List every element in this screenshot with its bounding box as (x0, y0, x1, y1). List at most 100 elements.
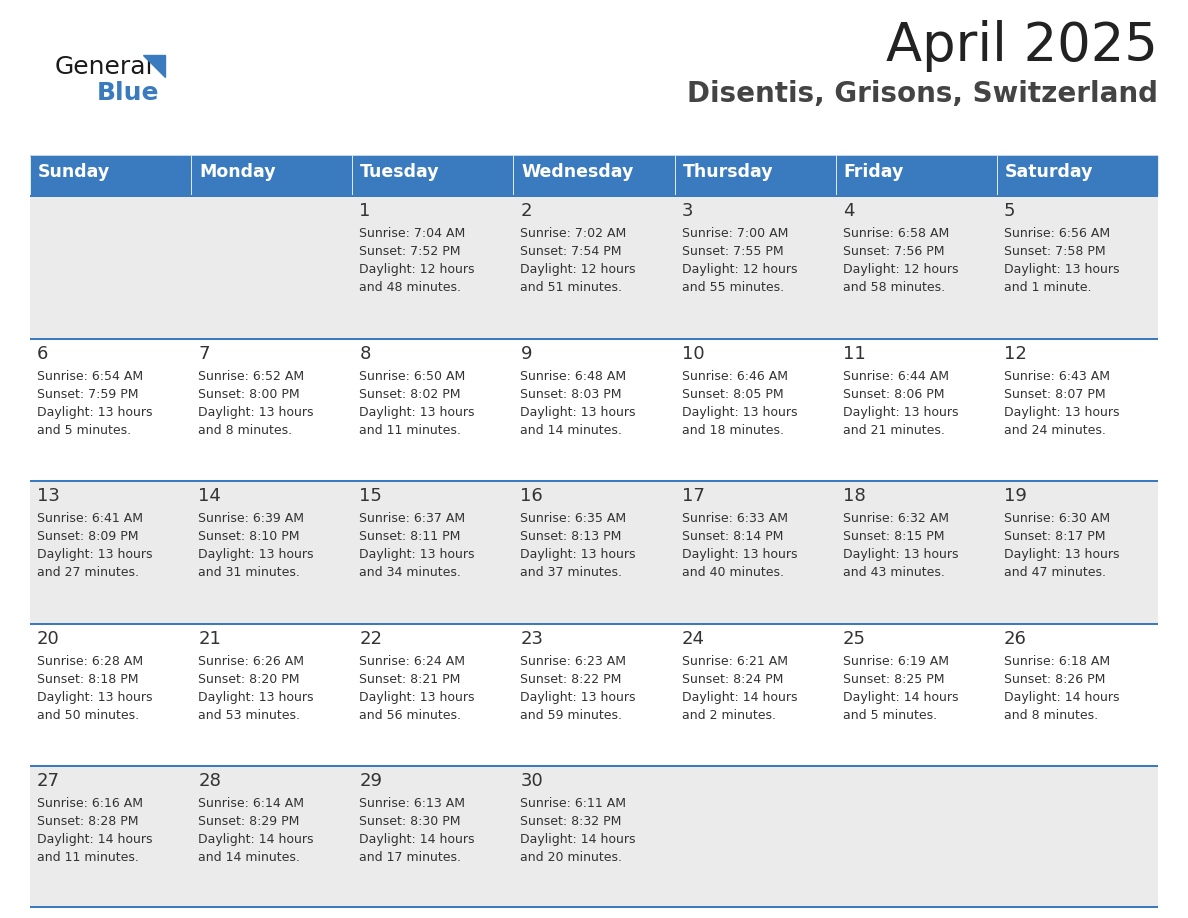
Text: 17: 17 (682, 487, 704, 505)
Text: Sunrise: 6:19 AM: Sunrise: 6:19 AM (842, 655, 949, 667)
Text: Daylight: 13 hours: Daylight: 13 hours (520, 548, 636, 561)
Bar (30, 195, 1158, 338)
Text: and 48 minutes.: and 48 minutes. (359, 281, 461, 294)
Text: 1: 1 (359, 202, 371, 220)
Text: Daylight: 13 hours: Daylight: 13 hours (359, 548, 475, 561)
Text: and 17 minutes.: and 17 minutes. (359, 851, 461, 865)
Text: Daylight: 13 hours: Daylight: 13 hours (842, 406, 959, 419)
Text: and 27 minutes.: and 27 minutes. (37, 566, 139, 579)
Text: Daylight: 13 hours: Daylight: 13 hours (842, 548, 959, 561)
Text: General: General (55, 55, 153, 79)
Text: Sunday: Sunday (38, 163, 110, 181)
Text: Sunset: 7:54 PM: Sunset: 7:54 PM (520, 245, 623, 258)
Text: Sunset: 7:59 PM: Sunset: 7:59 PM (37, 387, 139, 400)
Text: and 50 minutes.: and 50 minutes. (37, 709, 139, 722)
Text: Daylight: 12 hours: Daylight: 12 hours (682, 263, 797, 276)
Text: Sunrise: 6:35 AM: Sunrise: 6:35 AM (520, 512, 626, 525)
Text: Sunset: 8:13 PM: Sunset: 8:13 PM (520, 531, 621, 543)
Text: Sunset: 8:05 PM: Sunset: 8:05 PM (682, 387, 783, 400)
Text: Sunset: 8:06 PM: Sunset: 8:06 PM (842, 387, 944, 400)
Bar (30, 766, 1158, 908)
Text: Sunrise: 6:33 AM: Sunrise: 6:33 AM (682, 512, 788, 525)
Text: Sunrise: 6:56 AM: Sunrise: 6:56 AM (1004, 227, 1110, 240)
Bar (30, 906, 1158, 908)
Text: Friday: Friday (843, 163, 904, 181)
Text: Sunset: 8:10 PM: Sunset: 8:10 PM (198, 531, 299, 543)
Text: Sunset: 8:15 PM: Sunset: 8:15 PM (842, 531, 944, 543)
Text: Sunset: 8:07 PM: Sunset: 8:07 PM (1004, 387, 1106, 400)
Text: Daylight: 13 hours: Daylight: 13 hours (682, 406, 797, 419)
Text: Sunrise: 6:54 AM: Sunrise: 6:54 AM (37, 370, 143, 383)
Text: Sunset: 8:24 PM: Sunset: 8:24 PM (682, 673, 783, 686)
Text: and 14 minutes.: and 14 minutes. (520, 423, 623, 437)
Text: Daylight: 13 hours: Daylight: 13 hours (520, 406, 636, 419)
Text: Sunset: 8:17 PM: Sunset: 8:17 PM (1004, 531, 1105, 543)
Text: Sunrise: 6:39 AM: Sunrise: 6:39 AM (198, 512, 304, 525)
Text: Daylight: 13 hours: Daylight: 13 hours (37, 548, 152, 561)
Text: Sunrise: 6:44 AM: Sunrise: 6:44 AM (842, 370, 949, 383)
Text: Sunrise: 6:16 AM: Sunrise: 6:16 AM (37, 798, 143, 811)
Text: 4: 4 (842, 202, 854, 220)
Text: and 2 minutes.: and 2 minutes. (682, 709, 776, 722)
Bar (191, 155, 353, 195)
Text: 2: 2 (520, 202, 532, 220)
Text: Sunset: 7:52 PM: Sunset: 7:52 PM (359, 245, 461, 258)
Text: Saturday: Saturday (1005, 163, 1093, 181)
Text: Sunrise: 7:04 AM: Sunrise: 7:04 AM (359, 227, 466, 240)
Text: 28: 28 (198, 772, 221, 790)
Text: 26: 26 (1004, 630, 1026, 648)
Text: Sunset: 8:11 PM: Sunset: 8:11 PM (359, 531, 461, 543)
Text: Sunrise: 6:21 AM: Sunrise: 6:21 AM (682, 655, 788, 667)
Text: Sunrise: 6:24 AM: Sunrise: 6:24 AM (359, 655, 466, 667)
Text: Wednesday: Wednesday (522, 163, 634, 181)
Bar (353, 155, 513, 195)
Text: and 58 minutes.: and 58 minutes. (842, 281, 944, 294)
Text: Sunset: 8:03 PM: Sunset: 8:03 PM (520, 387, 623, 400)
Text: 29: 29 (359, 772, 383, 790)
Text: Daylight: 14 hours: Daylight: 14 hours (842, 691, 959, 704)
Text: and 20 minutes.: and 20 minutes. (520, 851, 623, 865)
Bar (30, 195, 1158, 197)
Text: Daylight: 13 hours: Daylight: 13 hours (1004, 548, 1119, 561)
Text: Sunset: 8:18 PM: Sunset: 8:18 PM (37, 673, 139, 686)
Text: and 53 minutes.: and 53 minutes. (198, 709, 301, 722)
Text: Sunset: 7:58 PM: Sunset: 7:58 PM (1004, 245, 1106, 258)
Text: 13: 13 (37, 487, 59, 505)
Text: and 47 minutes.: and 47 minutes. (1004, 566, 1106, 579)
Text: 20: 20 (37, 630, 59, 648)
Text: Sunrise: 6:50 AM: Sunrise: 6:50 AM (359, 370, 466, 383)
Text: 18: 18 (842, 487, 866, 505)
Text: and 5 minutes.: and 5 minutes. (37, 423, 131, 437)
Text: and 11 minutes.: and 11 minutes. (359, 423, 461, 437)
Text: Daylight: 13 hours: Daylight: 13 hours (37, 406, 152, 419)
Text: and 56 minutes.: and 56 minutes. (359, 709, 461, 722)
Text: Monday: Monday (200, 163, 276, 181)
Text: and 31 minutes.: and 31 minutes. (198, 566, 301, 579)
Text: 14: 14 (198, 487, 221, 505)
Text: Sunset: 8:21 PM: Sunset: 8:21 PM (359, 673, 461, 686)
Text: Sunrise: 6:14 AM: Sunrise: 6:14 AM (198, 798, 304, 811)
Text: and 8 minutes.: and 8 minutes. (1004, 709, 1098, 722)
Text: Sunset: 8:26 PM: Sunset: 8:26 PM (1004, 673, 1105, 686)
Text: Daylight: 12 hours: Daylight: 12 hours (520, 263, 636, 276)
Text: Thursday: Thursday (683, 163, 773, 181)
Text: Daylight: 12 hours: Daylight: 12 hours (842, 263, 959, 276)
Text: 22: 22 (359, 630, 383, 648)
Text: Sunrise: 6:52 AM: Sunrise: 6:52 AM (198, 370, 304, 383)
Text: Daylight: 14 hours: Daylight: 14 hours (37, 834, 152, 846)
Text: Sunrise: 6:28 AM: Sunrise: 6:28 AM (37, 655, 143, 667)
Text: Sunset: 8:02 PM: Sunset: 8:02 PM (359, 387, 461, 400)
Text: 9: 9 (520, 344, 532, 363)
Bar (513, 155, 675, 195)
Text: Sunrise: 6:26 AM: Sunrise: 6:26 AM (198, 655, 304, 667)
Text: Sunrise: 6:13 AM: Sunrise: 6:13 AM (359, 798, 466, 811)
Text: Sunset: 8:09 PM: Sunset: 8:09 PM (37, 531, 139, 543)
Text: Sunrise: 6:48 AM: Sunrise: 6:48 AM (520, 370, 626, 383)
Text: Sunrise: 6:30 AM: Sunrise: 6:30 AM (1004, 512, 1110, 525)
Text: and 43 minutes.: and 43 minutes. (842, 566, 944, 579)
Text: Daylight: 14 hours: Daylight: 14 hours (682, 691, 797, 704)
Bar (30, 338, 1158, 340)
Text: Daylight: 13 hours: Daylight: 13 hours (520, 691, 636, 704)
Text: Sunset: 7:56 PM: Sunset: 7:56 PM (842, 245, 944, 258)
Text: Daylight: 13 hours: Daylight: 13 hours (37, 691, 152, 704)
